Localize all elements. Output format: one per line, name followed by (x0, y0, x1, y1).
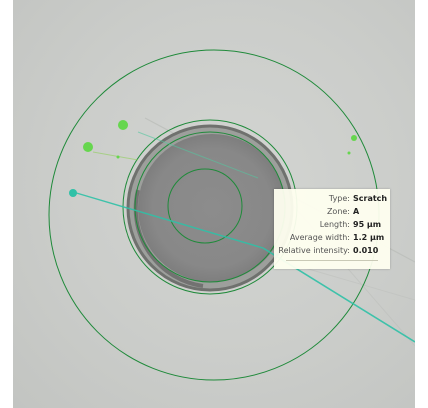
defect-type-label: Type: (328, 194, 350, 203)
cladding-dark-arc (133, 189, 204, 288)
fiber-inspection-view[interactable]: Type: Scratch Zone: A Length: 95 µm Aver… (13, 0, 415, 408)
defect-length-value: 95 µm (353, 220, 382, 229)
defect-length-label: Length: (319, 220, 350, 229)
defect-info-panel: Type: Scratch Zone: A Length: 95 µm Aver… (274, 189, 390, 269)
zone-ring-core (167, 168, 243, 244)
defect-spot (83, 142, 93, 152)
defect-spot (116, 155, 120, 159)
defect-type-value: Scratch (353, 194, 388, 203)
panel-divider (286, 260, 378, 261)
scratch-defect (137, 131, 259, 179)
fiber-core (138, 134, 286, 282)
defect-intensity-row: Relative intensity: 0.010 (274, 245, 390, 256)
defect-zone-value: A (353, 207, 360, 216)
scratch-defect (92, 151, 139, 161)
defect-width-label: Average width: (289, 233, 350, 242)
defect-type-row: Type: Scratch (274, 193, 390, 204)
defect-width-value: 1.2 µm (353, 233, 385, 242)
defect-spot (118, 120, 128, 130)
defect-zone-row: Zone: A (274, 206, 390, 217)
defect-intensity-value: 0.010 (353, 246, 379, 255)
defect-width-row: Average width: 1.2 µm (274, 232, 390, 243)
defect-intensity-label: Relative intensity: (278, 246, 350, 255)
defect-spot (69, 189, 77, 197)
defect-zone-label: Zone: (326, 207, 350, 216)
defect-spot (347, 151, 351, 155)
scratch-defect (72, 191, 264, 249)
defect-length-row: Length: 95 µm (274, 219, 390, 230)
defect-spot (351, 135, 357, 141)
